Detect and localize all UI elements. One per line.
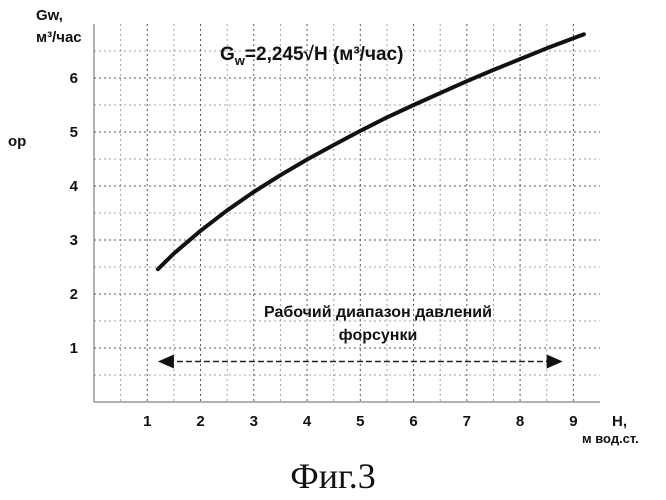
formula-g: G [220,44,235,65]
x-tick-label: 3 [250,413,258,430]
range-arrow-left-head [158,355,174,369]
range-arrow-right-head [547,355,563,369]
range-label-line2: форсунки [339,327,418,344]
x-axis-title-line2: м вод.ст. [582,431,639,446]
x-axis-title-line1: H, [612,413,627,430]
y-tick-label: 3 [70,232,78,249]
y-tick-label: 5 [70,124,78,141]
y-axis-title-line1: Gw, [36,7,63,24]
range-arrow [158,355,563,369]
x-tick-label: 6 [409,413,417,430]
range-label-line1: Рабочий диапазон давлений [264,304,492,321]
x-tick-label: 4 [303,413,312,430]
y-axis-title-line2: м³/час [36,29,82,46]
x-tick-label: 8 [516,413,524,430]
side-mark: ор [8,133,26,150]
x-tick-label: 7 [463,413,471,430]
x-tick-label: 9 [569,413,577,430]
grid [94,24,600,402]
figure-caption: Фиг.3 [290,456,375,496]
x-tick-label: 1 [143,413,151,430]
y-tick-label: 4 [70,178,79,195]
y-tick-label: 2 [70,286,78,303]
y-tick-label: 6 [70,70,78,87]
x-tick-label: 5 [356,413,364,430]
tick-labels: 1 2 3 4 5 6 7 8 9 1 2 3 4 5 6 [70,70,578,430]
formula: Gw=2,245√H (м³/час) [220,44,403,68]
formula-rest: =2,245√H (м³/час) [245,44,404,65]
y-tick-label: 1 [70,340,78,357]
x-tick-label: 2 [196,413,204,430]
